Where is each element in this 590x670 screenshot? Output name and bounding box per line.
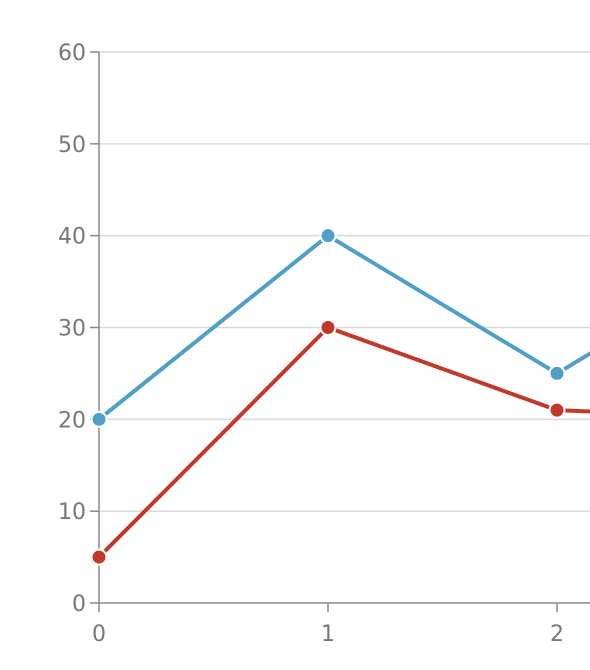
y-tick-label: 40 (58, 225, 86, 250)
x-tick-label: 0 (92, 622, 106, 647)
tick-labels: 0 10 20 30 40 50 60 0 1 2 (58, 41, 564, 647)
y-tick-label: 50 (58, 133, 86, 158)
y-tick-label: 10 (58, 500, 86, 525)
x-tick-label: 2 (550, 622, 564, 647)
series-2-point-0 (90, 548, 108, 566)
y-tick-label: 30 (58, 317, 86, 342)
y-tick-label: 60 (58, 41, 86, 66)
series-1-point-0 (90, 410, 108, 428)
axes (90, 51, 590, 612)
series-2-line (97, 325, 590, 559)
series-lines (90, 227, 590, 566)
series-1-point-1 (319, 227, 337, 245)
gridlines (99, 51, 590, 512)
series-1-line (97, 233, 590, 421)
y-tick-label: 20 (58, 408, 86, 433)
series-2-point-1 (319, 319, 337, 336)
x-tick-label: 1 (321, 622, 335, 647)
series-1-point-2 (548, 364, 566, 382)
y-tick-label: 0 (72, 592, 86, 617)
series-2-point-2 (548, 401, 566, 419)
